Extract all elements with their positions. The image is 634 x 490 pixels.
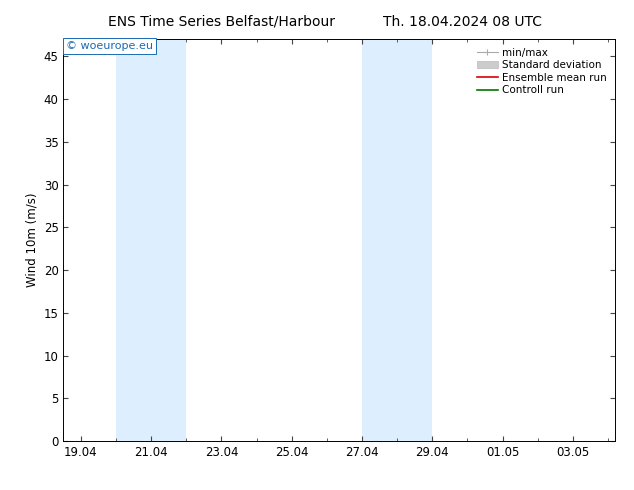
Legend: min/max, Standard deviation, Ensemble mean run, Controll run: min/max, Standard deviation, Ensemble me… [474, 45, 610, 98]
Bar [362, 39, 432, 441]
Text: © woeurope.eu: © woeurope.eu [66, 41, 153, 51]
Text: ENS Time Series Belfast/Harbour: ENS Time Series Belfast/Harbour [108, 15, 335, 29]
Text: Th. 18.04.2024 08 UTC: Th. 18.04.2024 08 UTC [384, 15, 542, 29]
Bar [116, 39, 186, 441]
Y-axis label: Wind 10m (m/s): Wind 10m (m/s) [25, 193, 38, 287]
